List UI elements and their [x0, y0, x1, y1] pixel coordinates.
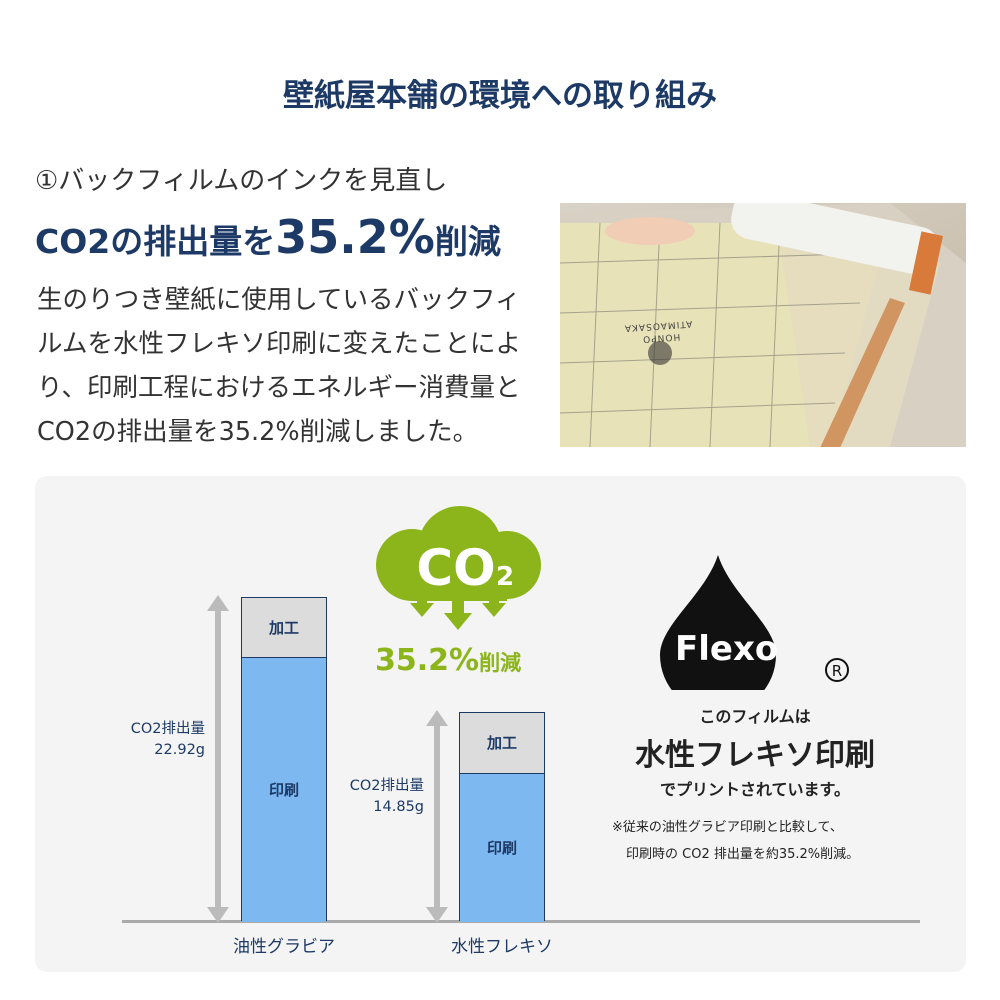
headline-value: 35.2%: [275, 210, 435, 264]
bar-1: 印刷 加工: [459, 711, 545, 922]
bar-segment-print: 印刷: [460, 773, 544, 922]
headline-pre: CO2の排出量を: [35, 222, 276, 261]
total-arrow: [207, 595, 229, 923]
photo-print-text-2: HONPO: [642, 331, 681, 344]
flexo-line2: 水性フレキソ印刷: [635, 738, 875, 773]
flexo-line1: このフィルムは: [699, 707, 811, 726]
flexo-logo-text: Flexo: [675, 629, 778, 669]
total-label: CO2排出量 22.92g: [131, 719, 205, 761]
cloud-sub: 2: [496, 562, 514, 592]
category-label: 水性フレキソ: [451, 937, 553, 957]
reduction-suffix: 削減: [479, 651, 522, 675]
bar-segment-process: 加工: [460, 712, 544, 774]
total-label: CO2排出量 14.85g: [350, 776, 424, 818]
bar-segment-process: 加工: [242, 598, 326, 658]
flexo-note2: 印刷時の CO2 排出量を約35.2%削減。: [626, 847, 860, 862]
flexo-logo: Flexo R: [660, 555, 849, 690]
total-caption: CO2排出量: [349, 778, 424, 795]
flexo-note1: ※従来の油性グラビア印刷と比較して、: [612, 820, 843, 835]
product-photo: ATIMAOSAKA HONPO: [560, 203, 966, 447]
bar-segment-print: 印刷: [242, 657, 326, 922]
reduction-value: 35.2%: [375, 643, 480, 678]
section-subtitle: ①バックフィルムのインクを見直し: [35, 166, 448, 196]
co2-cloud-icon: CO 2: [376, 506, 541, 630]
svg-text:R: R: [832, 662, 842, 680]
page-title: 壁紙屋本舗の環境への取り組み: [283, 78, 717, 114]
reduction-label: 35.2%削減: [375, 643, 521, 678]
flexo-line3: でプリントされています。: [660, 780, 850, 799]
total-value: 22.92g: [154, 742, 205, 759]
cloud-text: CO: [416, 539, 495, 597]
section-body: 生のりつき壁紙に使用しているバックフィルムを水性フレキソ印刷に変えたことにより、…: [37, 285, 521, 447]
section-headline: CO2の排出量を35.2%削減: [35, 210, 501, 264]
total-arrow: [426, 709, 448, 924]
total-caption: CO2排出量: [130, 721, 205, 738]
category-label: 油性グラビア: [233, 937, 335, 957]
total-value: 14.85g: [373, 799, 424, 816]
headline-post: 削減: [434, 222, 501, 261]
photo-illustration: ATIMAOSAKA HONPO: [560, 203, 966, 447]
photo-print-text-1: ATIMAOSAKA: [624, 318, 693, 333]
bar-0: 印刷 加工: [241, 597, 327, 922]
